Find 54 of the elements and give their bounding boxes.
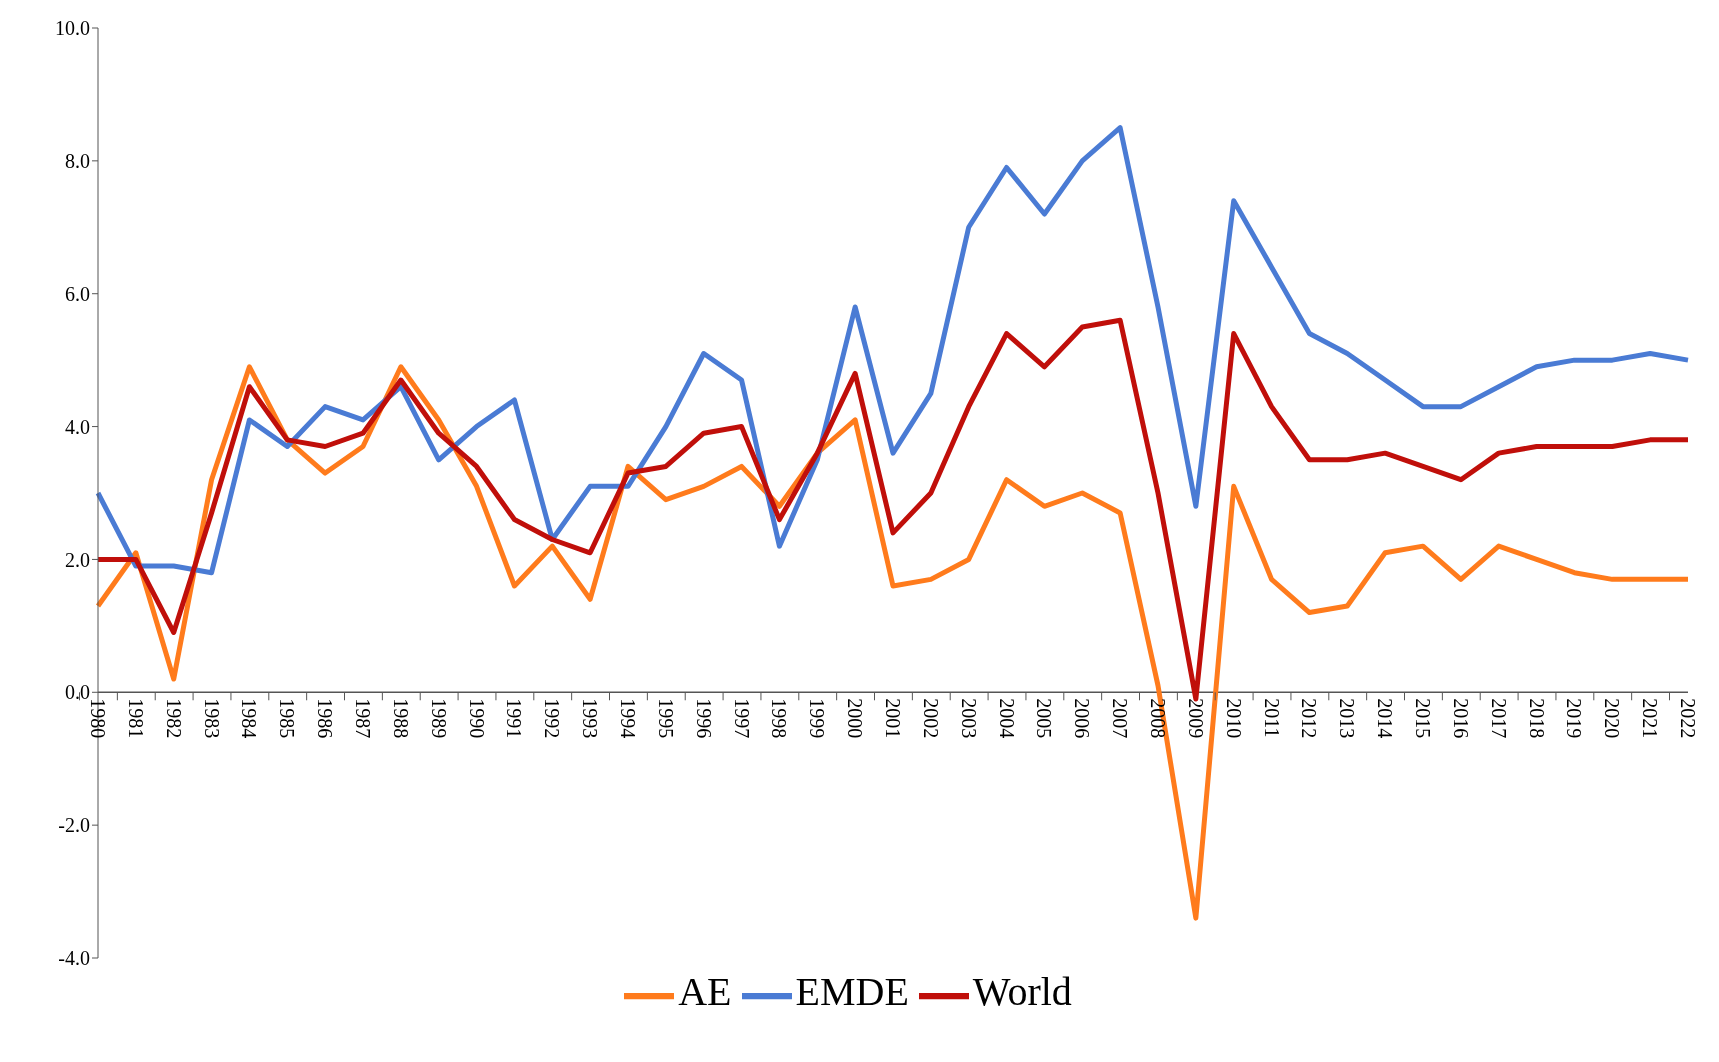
y-tick-label: 10.0 — [55, 17, 90, 40]
x-tick-label: 1983 — [200, 698, 223, 739]
x-tick-label: 1980 — [87, 698, 109, 739]
y-tick-label: 4.0 — [65, 415, 90, 438]
x-tick-label: 1996 — [692, 698, 715, 739]
x-tick-label: 2015 — [1412, 698, 1434, 739]
x-tick-label: 1995 — [654, 698, 677, 739]
x-tick-label: 1987 — [352, 698, 374, 739]
x-tick-label: 1981 — [124, 698, 147, 739]
x-tick-label: 2004 — [995, 698, 1018, 739]
x-tick-label: 1982 — [162, 698, 185, 739]
x-tick-label: 1988 — [389, 698, 412, 739]
y-tick-label: 2.0 — [65, 548, 90, 571]
x-tick-label: 2022 — [1677, 698, 1699, 739]
x-tick-label: 1994 — [617, 698, 639, 739]
x-tick-label: 2009 — [1184, 698, 1207, 739]
x-tick-label: 1985 — [276, 698, 299, 739]
x-tick-label: 2018 — [1525, 698, 1548, 739]
x-tick-label: 2013 — [1336, 698, 1359, 739]
x-tick-label: 1998 — [768, 698, 791, 739]
y-tick-label: 6.0 — [65, 282, 90, 305]
x-tick-label: 2021 — [1639, 698, 1662, 739]
x-tick-label: 2000 — [844, 698, 867, 739]
x-tick-label: 1984 — [238, 698, 261, 739]
legend-label: AE — [678, 969, 732, 1014]
y-tick-label: -4.0 — [58, 947, 90, 970]
x-tick-label: 1990 — [465, 698, 488, 739]
x-tick-label: 2019 — [1563, 698, 1586, 739]
x-tick-label: 2012 — [1298, 698, 1321, 739]
legend-label: World — [972, 969, 1072, 1014]
y-tick-label: 0.0 — [65, 681, 90, 704]
x-tick-label: 1997 — [730, 698, 753, 739]
x-tick-label: 2020 — [1601, 698, 1624, 739]
x-tick-label: 2014 — [1374, 698, 1397, 739]
legend-label: EMDE — [795, 969, 909, 1014]
x-tick-label: 2017 — [1487, 698, 1510, 739]
x-tick-label: 1993 — [579, 698, 602, 739]
x-tick-label: 2008 — [1147, 698, 1169, 739]
x-tick-label: 2005 — [1033, 698, 1056, 739]
x-tick-label: 2016 — [1449, 698, 1472, 739]
x-tick-label: 2011 — [1260, 698, 1283, 738]
x-tick-label: 2003 — [957, 698, 980, 739]
x-tick-label: 2007 — [1109, 698, 1132, 739]
x-tick-label: 1991 — [503, 698, 526, 739]
x-tick-label: 2006 — [1071, 698, 1094, 739]
x-tick-label: 1986 — [314, 698, 337, 739]
x-tick-label: 1989 — [427, 698, 450, 739]
x-tick-label: 2002 — [919, 698, 942, 739]
x-tick-label: 2010 — [1222, 698, 1245, 739]
y-tick-label: -2.0 — [58, 814, 90, 837]
x-tick-label: 2001 — [882, 698, 904, 739]
x-tick-label: 1999 — [806, 698, 829, 739]
x-tick-label: 1992 — [541, 698, 564, 739]
y-tick-label: 8.0 — [65, 149, 90, 172]
